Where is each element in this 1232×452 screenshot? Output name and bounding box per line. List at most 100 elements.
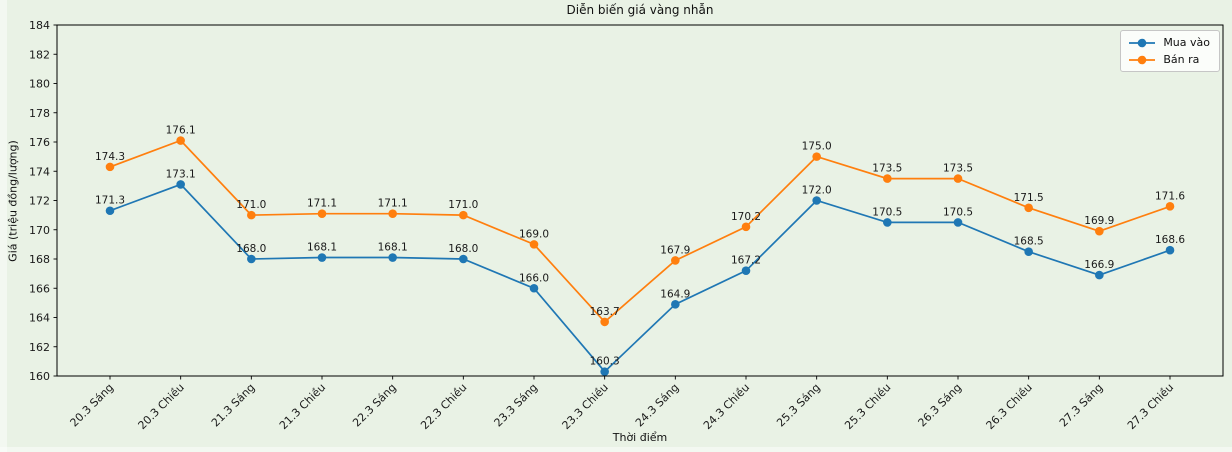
y-tick-label: 172: [29, 195, 50, 208]
data-point: [459, 254, 468, 264]
point-label: 171.1: [378, 198, 408, 210]
x-tick-label: 24.3 Chiều: [701, 381, 752, 432]
legend-item-ban-ra: Bán ra: [1128, 53, 1210, 66]
point-label: 175.0: [802, 141, 832, 153]
legend-line-marker-icon: [1129, 38, 1156, 47]
point-label: 170.5: [943, 206, 973, 218]
x-tick-label: 25.3 Sáng: [774, 381, 823, 430]
x-tick-label: 24.3 Sáng: [633, 381, 682, 430]
data-point: [459, 210, 468, 220]
data-point: [812, 196, 821, 205]
data-point: [671, 256, 680, 265]
y-tick-label: 184: [29, 19, 50, 32]
data-point: [741, 266, 751, 276]
point-label: 171.1: [307, 198, 337, 210]
legend-label: Bán ra: [1163, 53, 1200, 66]
point-label: 163.7: [590, 306, 620, 318]
x-tick-label: 20.3 Chiều: [136, 381, 187, 432]
point-label: 168.0: [236, 243, 266, 255]
data-point: [176, 180, 185, 189]
y-axis-label: Giá (triệu đồng/lượng): [6, 140, 20, 262]
y-tick-label: 164: [29, 312, 50, 325]
point-label: 170.2: [731, 211, 761, 223]
point-label: 169.9: [1084, 215, 1114, 227]
x-tick-label: 26.3 Chiều: [984, 381, 1035, 432]
point-label: 173.1: [166, 168, 196, 180]
data-point: [247, 210, 256, 220]
data-point: [812, 152, 821, 161]
y-tick-label: 170: [29, 224, 50, 237]
data-point: [1165, 245, 1175, 255]
x-tick-label: 20.3 Sáng: [68, 381, 117, 430]
point-label: 173.5: [872, 163, 902, 175]
data-point: [105, 162, 115, 172]
legend-item-mua-vao: Mua vào: [1128, 36, 1210, 49]
y-tick-label: 160: [29, 370, 50, 383]
point-label: 172.0: [802, 185, 832, 197]
data-point: [953, 218, 963, 227]
point-label: 167.9: [660, 244, 690, 256]
point-label: 168.6: [1155, 234, 1185, 246]
data-point: [529, 240, 539, 249]
y-tick-label: 178: [29, 107, 50, 120]
point-label: 164.9: [660, 288, 690, 300]
data-point: [600, 317, 609, 327]
x-tick-label: 27.3 Sáng: [1057, 381, 1106, 430]
data-point: [883, 218, 892, 227]
legend: Mua vào Bán ra: [1120, 30, 1220, 72]
data-point: [1095, 270, 1104, 280]
point-label: 166.9: [1084, 259, 1114, 271]
x-tick-label: 25.3 Chiều: [842, 381, 893, 432]
y-tick-label: 176: [29, 136, 50, 149]
data-point: [953, 174, 963, 183]
legend-line-marker-icon: [1129, 55, 1156, 64]
point-label: 171.3: [95, 195, 125, 207]
data-point: [105, 206, 115, 216]
point-label: 171.6: [1155, 190, 1185, 202]
data-point: [741, 222, 751, 232]
point-label: 170.5: [872, 206, 902, 218]
data-point: [176, 136, 185, 145]
y-tick-label: 162: [29, 341, 50, 354]
y-tick-label: 174: [29, 165, 50, 178]
y-tick-label: 180: [29, 78, 50, 91]
data-point: [671, 300, 680, 309]
point-label: 160.3: [590, 356, 620, 368]
y-tick-label: 182: [29, 48, 50, 61]
legend-label: Mua vào: [1163, 36, 1210, 49]
y-tick-label: 166: [29, 282, 50, 295]
x-tick-label: 22.3 Chiều: [418, 381, 469, 432]
series-line-mua-vao: [109, 183, 1171, 373]
x-tick-label: 27.3 Chiều: [1125, 381, 1176, 432]
point-label: 168.1: [307, 242, 337, 254]
data-point: [388, 253, 397, 262]
axes-frame: [56, 24, 1224, 377]
data-point: [600, 367, 609, 376]
point-label: 167.2: [731, 255, 761, 267]
data-point: [1095, 226, 1104, 236]
x-tick-label: 26.3 Sáng: [916, 381, 965, 430]
data-point: [883, 174, 892, 183]
point-label: 168.5: [1014, 236, 1044, 248]
data-point: [317, 209, 327, 218]
series-line-ban-ra: [109, 139, 1171, 324]
point-label: 171.0: [448, 199, 478, 211]
x-tick-label: 22.3 Sáng: [350, 381, 399, 430]
data-point: [247, 254, 256, 264]
x-tick-label: 23.3 Sáng: [492, 381, 541, 430]
data-point: [317, 253, 327, 262]
data-point: [1024, 203, 1033, 213]
chart-title: Diễn biến giá vàng nhẫn: [566, 3, 714, 17]
point-label: 173.5: [943, 163, 973, 175]
point-label: 169.0: [519, 228, 549, 240]
point-label: 168.1: [378, 242, 408, 254]
data-point: [1024, 247, 1033, 256]
x-tick-label: 21.3 Chiều: [277, 381, 328, 432]
data-point: [388, 209, 397, 218]
point-label: 171.5: [1014, 192, 1044, 204]
data-point: [1165, 202, 1175, 211]
data-point: [529, 283, 539, 293]
point-label: 168.0: [448, 243, 478, 255]
x-tick-label: 21.3 Sáng: [209, 381, 258, 430]
